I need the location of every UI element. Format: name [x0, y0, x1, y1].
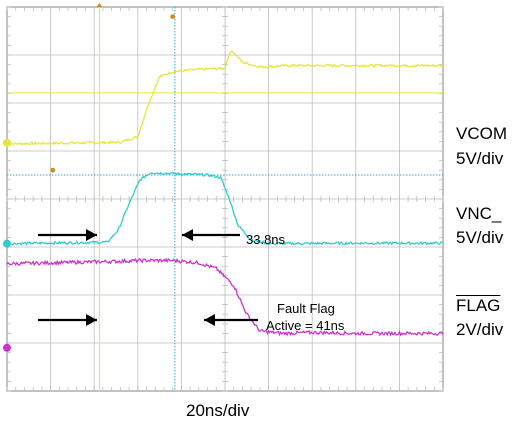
channel-marker-1	[3, 138, 11, 147]
flag-rise-arrow-head	[86, 314, 97, 326]
flag-fall-arrow-head	[204, 314, 215, 326]
trigger-top-marker	[96, 3, 103, 7]
right-edge-marker	[444, 140, 445, 143]
oscilloscope-plot	[3, 3, 445, 392]
trigger-position-marker	[170, 14, 176, 19]
trigger-level-marker	[50, 167, 56, 173]
x-axis-scale-label: 20ns/div	[186, 401, 250, 420]
vnc-scale-label: 5V/div	[456, 228, 504, 247]
vnc-label: VNC_	[456, 204, 502, 223]
flag-label: FLAG	[456, 296, 501, 315]
trace-vcom	[6, 50, 444, 146]
trace-flag	[6, 257, 444, 337]
vnc-rise-arrow-head	[86, 229, 97, 241]
vcom-scale-label: 5V/div	[456, 149, 504, 168]
flag-scale-label: 2V/div	[456, 320, 504, 339]
channel-marker-3	[3, 343, 11, 352]
fault-flag-time-annotation: Active = 41ns	[266, 318, 345, 333]
vnc-fall-arrow-head	[182, 229, 193, 241]
vcom-label: VCOM	[456, 124, 507, 143]
channel-marker-2	[3, 239, 11, 248]
trace-vnc	[6, 171, 444, 246]
fault-flag-annotation: Fault Flag	[277, 301, 335, 316]
rise-delay-annotation: 33.8ns	[246, 232, 286, 247]
